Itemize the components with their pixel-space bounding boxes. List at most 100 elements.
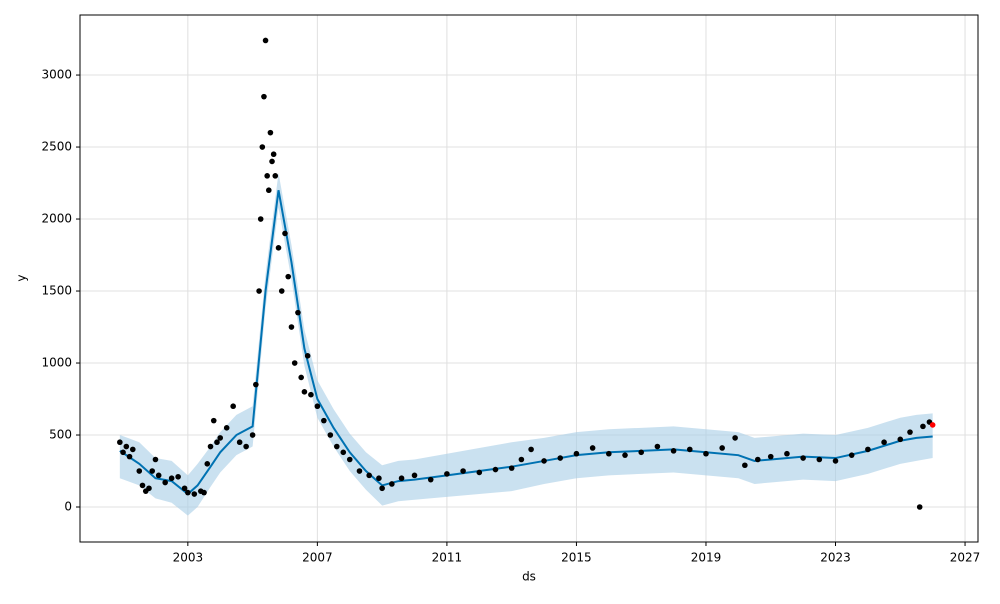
data-point [444,471,450,477]
data-point [638,449,645,456]
data-point [929,422,936,428]
data-point [334,443,340,450]
data-point [356,468,363,474]
y-tick-label: 1500 [41,284,72,298]
data-point [346,456,353,463]
data-point [223,425,230,431]
x-tick-label: 2003 [173,551,204,565]
data-point [622,452,628,458]
data-point [204,461,211,467]
y-tick-label: 1000 [41,356,72,370]
data-point [366,472,372,479]
data-point [175,473,181,480]
data-point [136,468,143,474]
data-point [865,446,871,453]
data-point [460,468,466,474]
data-point [217,435,224,441]
data-point [881,439,887,446]
data-point [267,129,274,136]
data-point [832,458,839,464]
data-point [732,435,738,441]
data-point [848,452,855,458]
data-point [126,453,133,460]
data-point [518,456,525,463]
data-point [557,455,564,461]
y-axis-label: y [15,274,29,281]
data-point [120,449,126,456]
data-point [719,445,725,451]
data-point [670,448,677,454]
data-point [308,391,314,398]
data-point [379,485,385,492]
data-point [606,450,612,457]
data-point [272,173,279,179]
data-point [146,485,152,492]
data-point [249,432,256,438]
x-tick-label: 2019 [691,551,722,565]
data-point [376,475,382,482]
data-point [298,374,304,381]
x-tick-label: 2007 [302,551,333,565]
data-point [181,485,188,492]
data-point [321,417,327,424]
data-point [686,446,693,453]
data-point [784,450,790,457]
x-axis-label: ds [522,570,536,584]
axes-frame [79,14,979,543]
data-point [117,439,123,446]
data-point [123,443,130,450]
data-point [253,381,259,388]
data-point [427,476,434,483]
data-point [508,465,515,471]
data-point [207,443,214,450]
data-point [897,436,904,443]
data-point [152,456,159,463]
x-tick-label: 2011 [432,551,463,565]
data-point [282,230,288,237]
data-point [654,443,661,450]
data-point [256,288,262,294]
data-point [275,245,282,251]
data-point [269,158,275,165]
data-point [476,469,483,476]
data-point [389,481,395,487]
y-tick-label: 3000 [41,68,72,82]
data-point [210,417,217,424]
data-point [398,475,405,482]
data-point [129,446,136,453]
data-point [214,439,220,446]
data-point [295,309,301,316]
data-point [411,472,418,479]
data-point [541,458,547,464]
data-point [139,482,146,489]
x-tick-label: 2027 [950,551,981,565]
data-point [243,443,249,450]
data-point [920,423,926,430]
y-tick-label: 0 [64,500,72,514]
data-point [528,446,534,453]
data-point [573,450,580,457]
data-point [742,462,748,469]
data-point [259,144,266,150]
data-point [340,449,347,456]
data-point [155,472,162,479]
plot-area [80,15,978,542]
data-point [261,93,267,100]
data-point [492,466,499,473]
data-point [262,37,269,44]
data-point [304,353,311,359]
data-point [291,360,298,366]
y-tick-label: 2000 [41,212,72,226]
data-point [767,453,774,460]
data-point [270,151,277,158]
data-point [589,445,596,451]
data-point [314,403,321,410]
data-point [916,504,923,510]
forecast-line [119,190,933,496]
data-point [278,288,285,294]
data-point [230,403,236,410]
data-point [288,324,295,330]
data-point [162,479,168,486]
